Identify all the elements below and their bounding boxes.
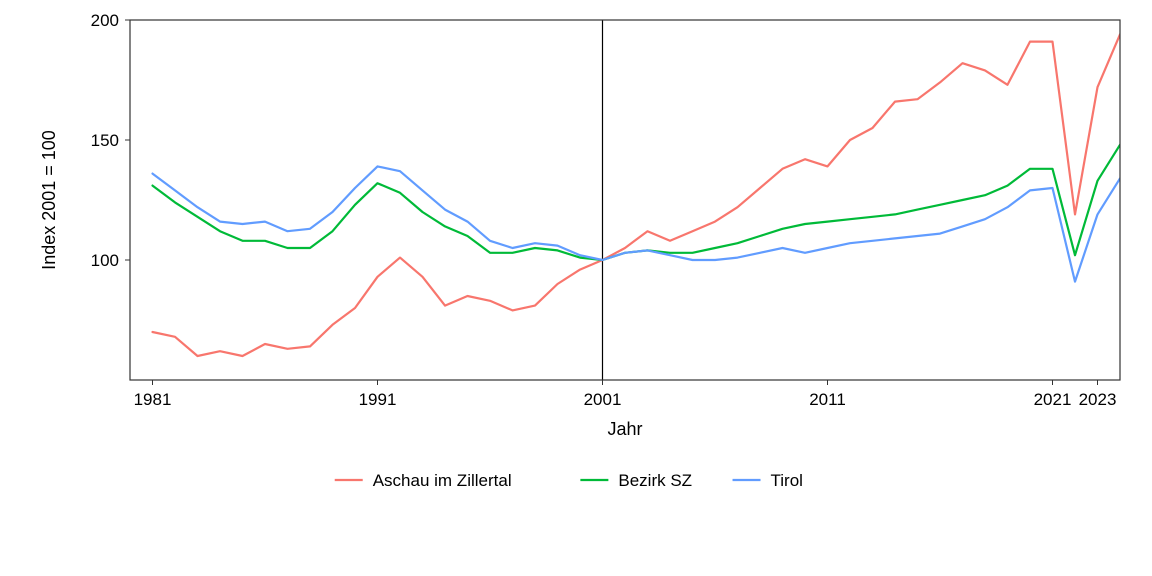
- legend-item-label: Bezirk SZ: [618, 471, 692, 490]
- index-line-chart: 1981 1991 2001 2011 2021 2023 100 150 200 Jahr Ind…: [0, 0, 1152, 576]
- x-tick-label: 1991: [359, 390, 397, 409]
- x-tick-label: 2021: [1034, 390, 1072, 409]
- x-tick-label: 2023: [1079, 390, 1117, 409]
- legend-item-label: Tirol: [771, 471, 803, 490]
- y-tick-label: 200: [91, 11, 119, 30]
- legend-item-label: Aschau im Zillertal: [373, 471, 512, 490]
- chart-svg: 1981 1991 2001 2011 2021 2023 100 150 200 Jahr Ind…: [0, 0, 1152, 576]
- x-tick-label: 2001: [584, 390, 622, 409]
- y-tick-label: 100: [91, 251, 119, 270]
- x-tick-label: 2011: [809, 390, 846, 409]
- y-axis-label: Index 2001 = 100: [39, 130, 59, 270]
- x-tick-label: 1981: [134, 390, 172, 409]
- y-tick-label: 150: [91, 131, 119, 150]
- x-axis-label: Jahr: [607, 419, 642, 439]
